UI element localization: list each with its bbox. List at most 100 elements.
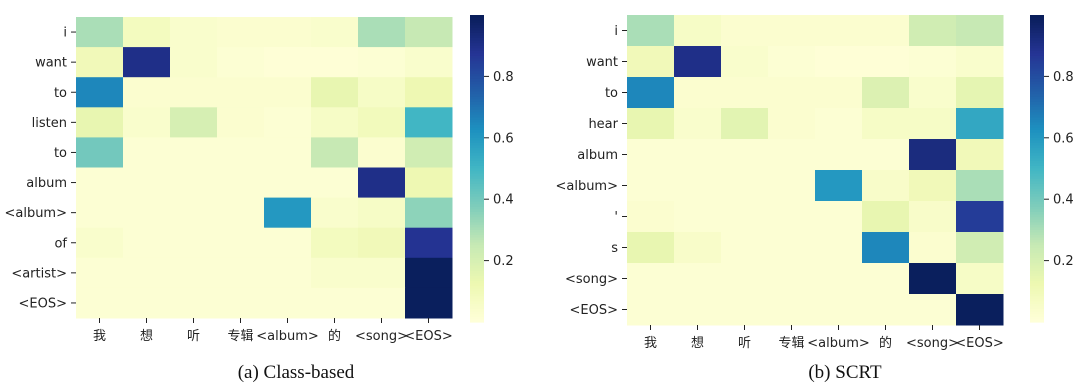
x-tick-label: 想	[691, 335, 704, 351]
heatmap-cell	[170, 197, 218, 229]
colorbar-segment	[1030, 168, 1044, 172]
heatmap-cell	[405, 287, 453, 319]
colorbar-segment	[1030, 217, 1044, 221]
colorbar-segment	[1030, 109, 1044, 113]
colorbar-segment	[470, 43, 484, 47]
heatmap-cell	[909, 232, 957, 264]
heatmap-cell	[170, 167, 218, 199]
colorbar-segment	[470, 119, 484, 124]
heatmap-cell	[721, 139, 769, 171]
colorbar-segment	[470, 265, 484, 269]
heatmap-cell	[956, 232, 1004, 264]
heatmap-cell	[405, 137, 453, 168]
colorbar-segment	[1030, 84, 1044, 88]
colorbar-segment	[470, 196, 484, 200]
colorbar-segment	[1030, 73, 1044, 77]
heatmap-cell	[358, 47, 406, 78]
colorbar-segment	[1030, 201, 1044, 205]
heatmap-cell	[405, 167, 453, 199]
colorbar-segment	[1030, 301, 1044, 305]
colorbar-segment	[470, 176, 484, 180]
heatmap-cell	[123, 47, 171, 78]
colorbar-segment	[470, 206, 484, 211]
heatmap-cell	[311, 167, 359, 199]
colorbar-segment	[470, 101, 484, 106]
colorbar-segment	[1030, 81, 1044, 85]
heatmap-cell	[721, 263, 769, 295]
colorbar-segment	[1030, 50, 1044, 54]
heatmap-cell	[768, 201, 816, 233]
heatmap-cell	[264, 287, 312, 319]
heatmap-cell	[956, 77, 1004, 109]
colorbar-segment	[1030, 311, 1044, 315]
colorbar-segment	[470, 258, 484, 262]
colorbar-segment	[1030, 260, 1044, 264]
heatmap-cell	[217, 47, 265, 78]
colorbar-segment	[470, 283, 484, 287]
colorbar-segment	[470, 191, 484, 195]
colorbar-segment	[470, 314, 484, 318]
heatmap-cell	[358, 137, 406, 168]
heatmap-cell	[674, 77, 722, 109]
colorbar-segment	[1030, 298, 1044, 303]
colorbar-segment	[1030, 278, 1044, 282]
colorbar-segment	[470, 224, 484, 228]
colorbar-segment	[1030, 71, 1044, 75]
x-tick-label: <album>	[256, 329, 319, 344]
heatmap-cell	[358, 197, 406, 229]
heatmap-cell	[909, 15, 957, 47]
colorbar-segment	[470, 273, 484, 277]
colorbar-segment	[1030, 306, 1044, 310]
colorbar-segment	[470, 260, 484, 264]
colorbar-segment	[470, 214, 484, 218]
colorbar-segment	[470, 78, 484, 83]
heatmap-cell	[956, 139, 1004, 171]
colorbar-segment	[470, 38, 484, 42]
heatmap-cell	[264, 137, 312, 168]
colorbar-segment	[470, 84, 484, 88]
colorbar-segment	[470, 25, 484, 29]
heatmap-cell	[815, 263, 863, 295]
y-tick-label: <album>	[4, 206, 67, 221]
colorbar-segment	[470, 291, 484, 295]
colorbar-segment	[1030, 296, 1044, 300]
y-tick-label: <artist>	[11, 266, 67, 281]
heatmap-cell	[909, 108, 957, 140]
colorbar-segment	[470, 201, 484, 205]
heatmap-cell	[815, 15, 863, 47]
heatmap-cell	[358, 17, 406, 48]
x-tick-label: 的	[328, 328, 341, 344]
colorbar-segment	[1030, 304, 1044, 308]
colorbar-segment	[470, 222, 484, 226]
colorbar-segment	[1030, 91, 1044, 95]
colorbar-segment	[1030, 20, 1044, 24]
heatmap-cell	[862, 170, 910, 202]
y-tick-label: want	[35, 56, 67, 71]
colorbar-segment	[1030, 35, 1044, 39]
colorbar-segment	[1030, 40, 1044, 44]
heatmap-cell	[76, 287, 124, 319]
y-tick-label: i	[63, 26, 67, 41]
heatmap-cell	[909, 139, 957, 171]
heatmap-cell	[674, 232, 722, 264]
heatmap-cell	[170, 257, 218, 289]
colorbar-tick-label: 0.2	[493, 254, 514, 269]
colorbar-tick-label: 0.4	[1053, 193, 1074, 208]
colorbar-segment	[1030, 107, 1044, 111]
colorbar-segment	[470, 48, 484, 52]
heatmap-cell	[76, 257, 124, 289]
colorbar-segment	[1030, 235, 1044, 239]
y-tick-label: to	[605, 86, 618, 101]
colorbar-segment	[1030, 281, 1044, 285]
y-tick-label: <song>	[565, 272, 618, 287]
x-tick-label: <EOS>	[404, 329, 452, 344]
colorbar-segment	[470, 252, 484, 257]
colorbar-segment	[1030, 232, 1044, 236]
colorbar-segment	[1030, 178, 1044, 182]
colorbar-segment	[470, 240, 484, 244]
colorbar-segment	[1030, 275, 1044, 280]
heatmap-cell	[76, 167, 124, 199]
colorbar-segment	[470, 117, 484, 121]
heatmap-cell	[674, 201, 722, 233]
colorbar-segment	[1030, 53, 1044, 57]
